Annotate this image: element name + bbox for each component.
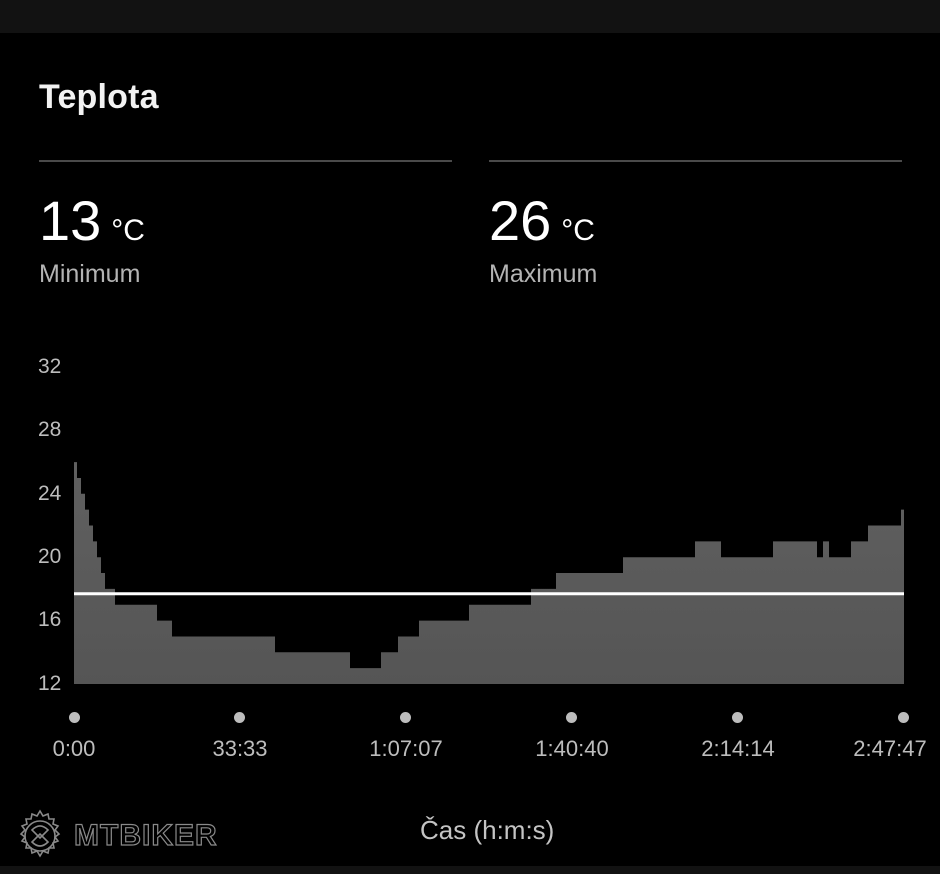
x-tick-dot bbox=[898, 712, 909, 723]
x-tick-dot bbox=[69, 712, 80, 723]
y-tick-label: 24 bbox=[38, 482, 62, 505]
minimum-value: 13 bbox=[39, 189, 102, 252]
x-tick-label: 1:07:07 bbox=[369, 736, 443, 761]
x-tick-label: 2:47:47 bbox=[853, 736, 927, 761]
y-tick-label: 12 bbox=[38, 672, 62, 695]
x-tick-dot bbox=[566, 712, 577, 723]
y-tick-label: 20 bbox=[38, 545, 62, 568]
x-tick-dot bbox=[732, 712, 743, 723]
minimum-stat: 13 °C Minimum bbox=[39, 160, 452, 289]
maximum-label: Maximum bbox=[489, 260, 598, 288]
y-tick-label: 28 bbox=[38, 418, 62, 441]
maximum-value: 26 bbox=[489, 189, 552, 252]
x-tick-label: 2:14:14 bbox=[701, 736, 775, 761]
page-title: Teplota bbox=[39, 78, 159, 116]
watermark-text: MTBIKER bbox=[73, 818, 218, 852]
minimum-unit: °C bbox=[111, 214, 145, 247]
x-tick-label: 33:33 bbox=[212, 736, 268, 761]
watermark-logo: MTBIKER bbox=[12, 808, 218, 864]
temperature-area bbox=[74, 462, 904, 684]
maximum-unit: °C bbox=[561, 214, 595, 247]
x-tick-dot bbox=[400, 712, 411, 723]
x-tick-label: 0:00 bbox=[52, 736, 96, 761]
y-tick-label: 32 bbox=[38, 355, 62, 378]
gear-logo-icon bbox=[19, 809, 61, 858]
divider bbox=[39, 160, 452, 162]
maximum-stat: 26 °C Maximum bbox=[489, 160, 902, 289]
minimum-label: Minimum bbox=[39, 260, 141, 288]
y-tick-label: 16 bbox=[38, 608, 62, 631]
x-tick-dot bbox=[234, 712, 245, 723]
bottom-bar bbox=[0, 866, 940, 874]
x-axis-label: Čas (h:m:s) bbox=[420, 815, 555, 845]
x-tick-label: 1:40:40 bbox=[535, 736, 609, 761]
divider bbox=[489, 160, 902, 162]
top-bar bbox=[0, 0, 940, 33]
